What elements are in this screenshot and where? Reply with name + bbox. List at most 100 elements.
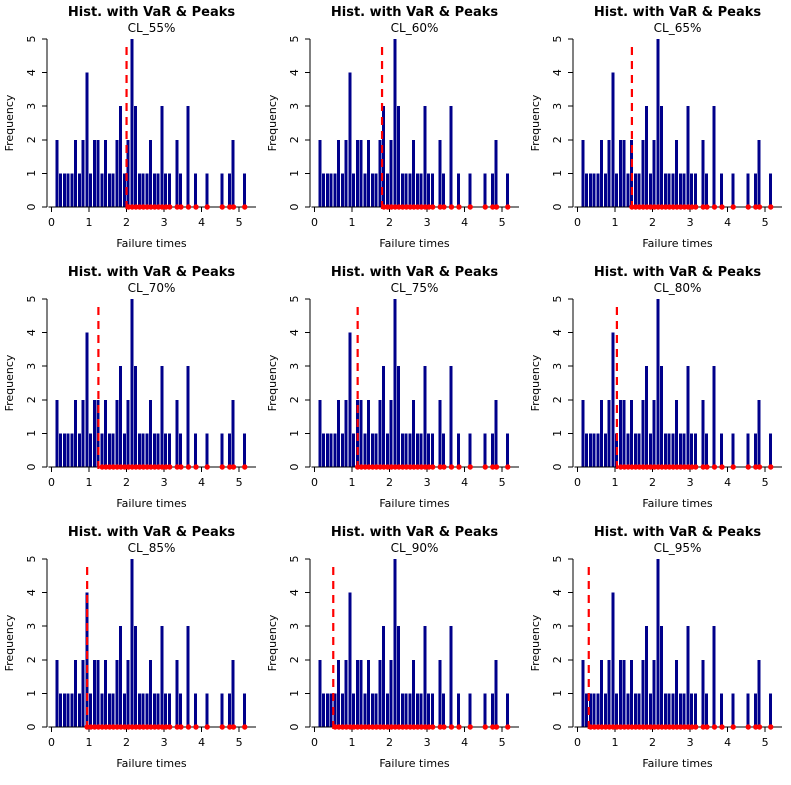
peak-dot bbox=[403, 204, 410, 210]
peak-dot bbox=[610, 724, 616, 730]
histogram-bar bbox=[382, 106, 386, 207]
y-axis-label: Frequency bbox=[529, 94, 542, 151]
histogram-bar bbox=[81, 659, 85, 727]
y-tick-label: 0 bbox=[551, 464, 564, 471]
peak-dot bbox=[662, 724, 669, 730]
peak-dot bbox=[441, 464, 447, 470]
histogram-bar bbox=[596, 433, 600, 467]
peak-dot bbox=[756, 724, 763, 730]
peak-dot bbox=[651, 464, 658, 470]
x-tick-label: 4 bbox=[724, 736, 731, 749]
peak-dot bbox=[399, 204, 406, 210]
x-tick-label: 4 bbox=[724, 476, 731, 489]
histogram-panel: 0 1 2 3 4 5 0 1 2 3 4 5 Hist. with VaR & Peaks CL_55%… bbox=[1, 1, 264, 261]
peak-dot bbox=[163, 204, 169, 210]
histogram-bar bbox=[186, 366, 190, 467]
histogram-bar bbox=[382, 366, 386, 467]
y-tick-label: 3 bbox=[551, 363, 564, 370]
histogram-bar bbox=[686, 106, 690, 207]
histogram-bar bbox=[137, 693, 141, 727]
x-tick-label: 0 bbox=[48, 216, 55, 229]
peak-dot bbox=[659, 724, 665, 730]
histogram-bar bbox=[333, 433, 337, 467]
histogram-bar bbox=[175, 139, 179, 207]
peak-dot bbox=[144, 204, 150, 210]
peak-dot bbox=[118, 724, 124, 730]
histogram-bar bbox=[490, 693, 494, 727]
histogram-bar bbox=[427, 693, 431, 727]
y-tick-label: 4 bbox=[288, 589, 301, 596]
peak-dot bbox=[369, 724, 376, 730]
histogram-bar bbox=[588, 693, 592, 727]
histogram-bar bbox=[355, 659, 359, 727]
peak-dot bbox=[178, 464, 184, 470]
histogram-bar bbox=[494, 659, 498, 727]
peak-dot bbox=[629, 724, 635, 730]
peak-dot bbox=[155, 464, 162, 470]
histogram-bar bbox=[400, 173, 404, 207]
histogram-bar bbox=[231, 659, 235, 727]
y-tick-label: 5 bbox=[288, 36, 301, 43]
x-tick-label: 0 bbox=[311, 476, 318, 489]
y-axis-label: Frequency bbox=[529, 354, 542, 411]
peak-dot bbox=[167, 724, 173, 730]
histogram-bar bbox=[408, 693, 412, 727]
histogram-bar bbox=[682, 433, 686, 467]
histogram-bar bbox=[374, 173, 378, 207]
histogram-bar bbox=[505, 693, 509, 727]
histogram-bar bbox=[404, 693, 408, 727]
peak-dot bbox=[662, 464, 669, 470]
peak-dot bbox=[185, 204, 192, 210]
y-tick-label: 5 bbox=[551, 36, 564, 43]
histogram-bar bbox=[592, 433, 596, 467]
peak-dot bbox=[347, 724, 353, 730]
histogram-bar bbox=[660, 626, 664, 727]
histogram-bar bbox=[618, 659, 622, 727]
histogram-bar bbox=[370, 433, 374, 467]
x-tick-label: 5 bbox=[499, 476, 506, 489]
histogram-bar bbox=[164, 173, 168, 207]
histogram-bar bbox=[746, 173, 750, 207]
panel-title: Hist. with VaR & Peaks bbox=[331, 525, 498, 540]
histogram-bar bbox=[111, 433, 115, 467]
peak-dot bbox=[148, 464, 154, 470]
histogram-bar bbox=[607, 659, 611, 727]
histogram-bar bbox=[66, 433, 70, 467]
histogram-bar bbox=[325, 693, 329, 727]
histogram-bar bbox=[66, 173, 70, 207]
peak-dot bbox=[430, 724, 436, 730]
peak-dot bbox=[242, 724, 248, 730]
histogram-bar bbox=[179, 173, 183, 207]
histogram-bar bbox=[378, 399, 382, 467]
peak-dot bbox=[167, 204, 173, 210]
histogram-bar bbox=[160, 626, 164, 727]
peak-dot bbox=[343, 724, 350, 730]
y-tick-label: 1 bbox=[25, 690, 38, 697]
histogram-bar bbox=[430, 693, 434, 727]
histogram-bar bbox=[231, 139, 235, 207]
histogram-bar bbox=[322, 173, 326, 207]
y-tick-label: 2 bbox=[25, 396, 38, 403]
histogram-bar bbox=[62, 693, 66, 727]
peak-dot bbox=[230, 464, 237, 470]
histogram-bar bbox=[85, 592, 89, 727]
peak-dot bbox=[640, 464, 646, 470]
peak-dot bbox=[422, 724, 428, 730]
peak-dot bbox=[377, 724, 383, 730]
peak-dot bbox=[144, 464, 150, 470]
peak-dot bbox=[148, 724, 154, 730]
y-tick-label: 3 bbox=[288, 623, 301, 630]
histogram-bar bbox=[227, 433, 231, 467]
x-tick-label: 1 bbox=[612, 476, 619, 489]
histogram-bar bbox=[325, 433, 329, 467]
peak-dot bbox=[388, 464, 395, 470]
x-tick-label: 3 bbox=[161, 216, 168, 229]
histogram-bar bbox=[179, 693, 183, 727]
peak-dot bbox=[422, 204, 428, 210]
histogram-bar bbox=[104, 659, 108, 727]
peak-dot bbox=[677, 204, 684, 210]
histogram-bar bbox=[483, 433, 487, 467]
histogram-bar bbox=[678, 433, 682, 467]
peak-dot bbox=[159, 464, 165, 470]
peak-dot bbox=[377, 464, 383, 470]
